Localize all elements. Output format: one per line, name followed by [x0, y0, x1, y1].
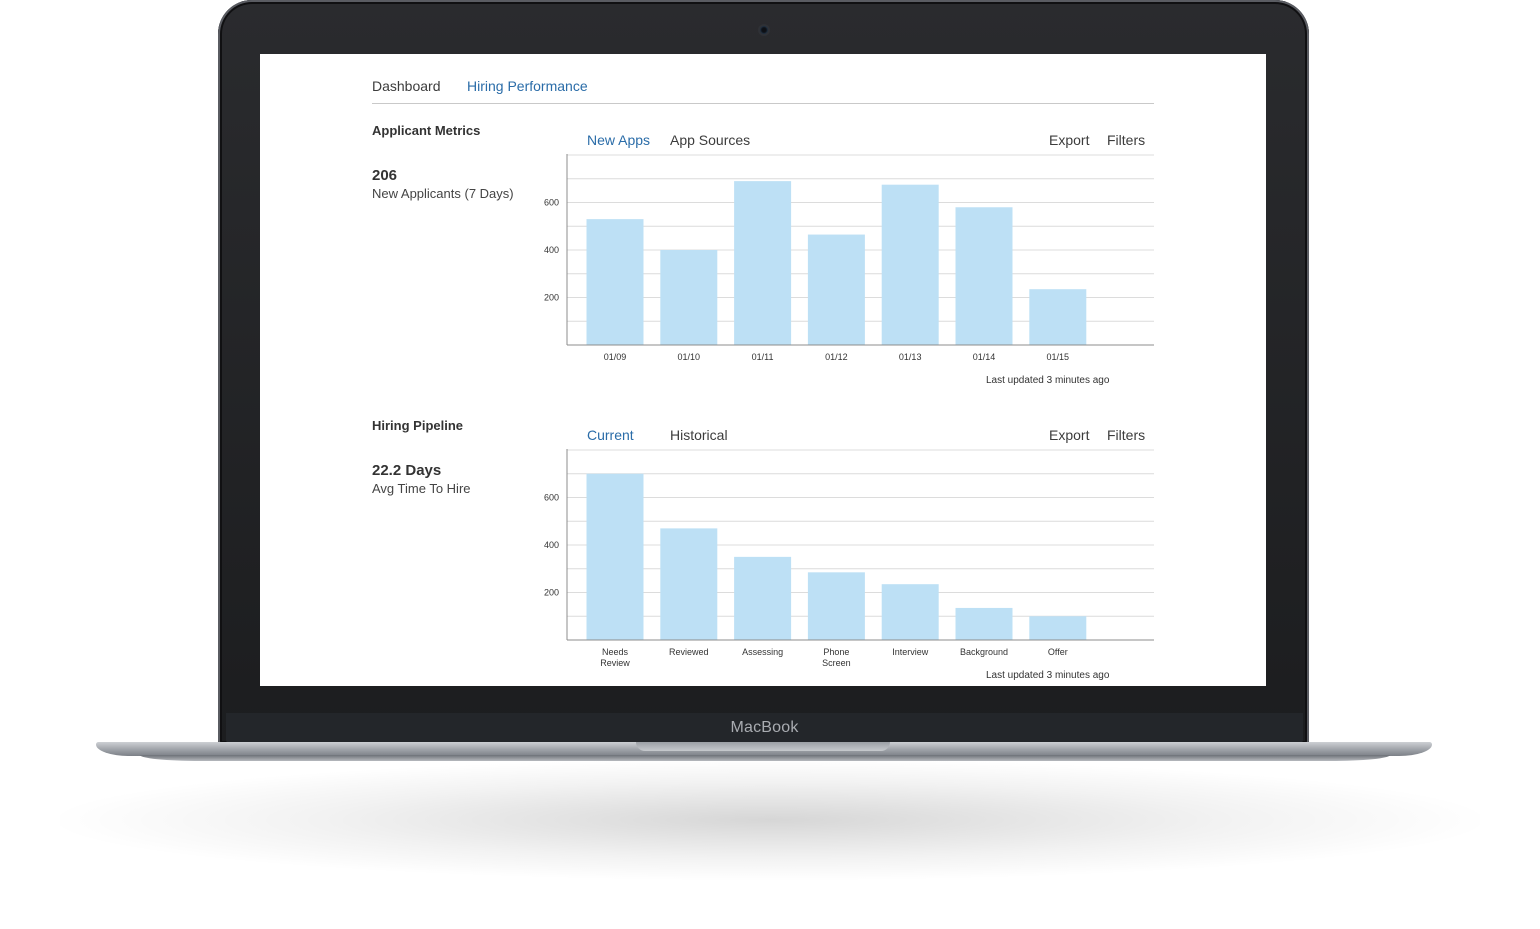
y-tick-label: 200	[544, 293, 559, 303]
section-title-applicant-metrics: Applicant Metrics	[372, 123, 481, 138]
metric-value-new-applicants: 206	[372, 167, 398, 184]
y-tick-label: 400	[544, 245, 559, 255]
chart-bar[interactable]	[881, 584, 939, 640]
metric-label-new-applicants: New Applicants (7 Days)	[372, 186, 514, 201]
x-tick-label: Phone Screen	[822, 647, 851, 668]
chart-bar[interactable]	[1029, 616, 1087, 640]
chart-bar[interactable]	[586, 473, 644, 640]
x-tick-label: 01/14	[973, 352, 996, 362]
nav-tab-hiring-performance[interactable]: Hiring Performance	[467, 78, 588, 94]
tab-current[interactable]: Current	[587, 427, 634, 443]
camera-icon	[760, 26, 768, 34]
nav-divider	[372, 103, 1154, 104]
last-updated-label: Last updated 3 minutes ago	[986, 375, 1110, 386]
chart-bar[interactable]	[807, 234, 865, 345]
x-tick-label: Background	[960, 647, 1008, 657]
filters-button[interactable]: Filters	[1107, 427, 1146, 443]
section-title-hiring-pipeline: Hiring Pipeline	[372, 418, 464, 433]
y-tick-label: 200	[544, 588, 559, 598]
device-brand-label: MacBook	[730, 719, 799, 736]
last-updated-label: Last updated 3 minutes ago	[986, 670, 1110, 681]
chart-bar[interactable]	[881, 184, 939, 345]
chart-bar[interactable]	[734, 181, 792, 345]
new-apps-bar-chart: 200 400 600 01/09 01/10 01/11 01/12 01/13 01/14 0…	[544, 154, 1154, 362]
chart-bar[interactable]	[1029, 289, 1087, 345]
screen: Dashboard Hiring Performance Applicant M…	[260, 54, 1266, 686]
laptop-chin	[226, 713, 1303, 743]
chart-bar[interactable]	[734, 556, 792, 640]
x-tick-label: Assessing	[742, 647, 783, 657]
device-shadow	[60, 760, 1480, 880]
chart-bar[interactable]	[955, 607, 1013, 640]
y-tick-label: 400	[544, 540, 559, 550]
laptop-hinge-notch	[636, 742, 890, 751]
filters-button[interactable]: Filters	[1107, 132, 1146, 148]
hiring-pipeline-bar-chart: 200 400 600 Needs Review Reviewed Assessing Pho…	[544, 449, 1154, 668]
chart-bar[interactable]	[586, 219, 644, 345]
x-tick-label: 01/09	[604, 352, 627, 362]
x-tick-label: Needs Review	[600, 647, 630, 668]
nav-tab-dashboard[interactable]: Dashboard	[372, 78, 441, 94]
tab-new-apps[interactable]: New Apps	[587, 132, 651, 148]
chart-bar[interactable]	[807, 572, 865, 640]
y-tick-label: 600	[544, 493, 559, 503]
laptop-base-edge	[140, 755, 1390, 761]
x-tick-label: 01/12	[825, 352, 848, 362]
tab-app-sources[interactable]: App Sources	[670, 132, 751, 148]
x-tick-label: 01/13	[899, 352, 922, 362]
tab-historical[interactable]: Historical	[670, 427, 728, 443]
chart-bar[interactable]	[660, 528, 718, 640]
metric-value-avg-time-to-hire: 22.2 Days	[372, 462, 442, 479]
x-tick-label: Offer	[1048, 647, 1068, 657]
chart-bar[interactable]	[955, 207, 1013, 345]
y-tick-label: 600	[544, 198, 559, 208]
chart-bar[interactable]	[660, 250, 718, 345]
metric-label-avg-time-to-hire: Avg Time To Hire	[372, 481, 471, 496]
export-button[interactable]: Export	[1049, 427, 1090, 443]
x-tick-label: 01/11	[752, 352, 774, 362]
x-tick-label: 01/15	[1047, 352, 1070, 362]
x-tick-label: Reviewed	[669, 647, 709, 657]
x-tick-label: Interview	[892, 647, 929, 657]
export-button[interactable]: Export	[1049, 132, 1090, 148]
x-tick-label: 01/10	[678, 352, 701, 362]
